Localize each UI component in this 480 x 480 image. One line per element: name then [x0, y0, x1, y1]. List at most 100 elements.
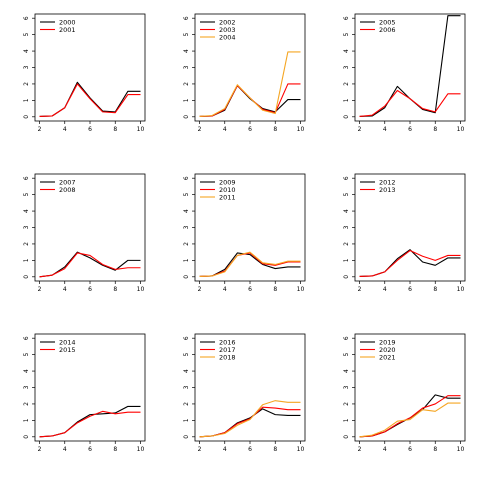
x-tick-label: 2: [198, 446, 202, 453]
series-line-2017: [199, 406, 301, 438]
y-tick-label: 0: [23, 275, 30, 279]
y-tick-label: 0: [343, 435, 350, 439]
legend-label: 2013: [379, 186, 396, 194]
x-tick-label: 4: [383, 286, 387, 293]
y-tick-label: 1: [23, 258, 30, 262]
y-tick-label: 6: [183, 336, 190, 340]
y-tick-label: 4: [343, 209, 350, 213]
y-tick-label: 2: [183, 242, 190, 246]
y-tick-label: 2: [343, 82, 350, 86]
series-line-2012: [359, 249, 461, 278]
legend-label: 2000: [59, 18, 76, 26]
y-tick-label: 6: [343, 336, 350, 340]
y-tick-label: 4: [23, 209, 30, 213]
x-tick-label: 4: [63, 126, 67, 133]
x-tick-label: 8: [433, 286, 437, 293]
x-tick-label: 10: [457, 126, 465, 133]
y-tick-label: 4: [183, 49, 190, 53]
x-tick-label: 2: [38, 286, 42, 293]
legend-label: 2014: [59, 338, 76, 346]
x-tick-label: 2: [358, 286, 362, 293]
y-tick-label: 3: [343, 65, 350, 69]
x-tick-label: 4: [63, 286, 67, 293]
series-line-2004: [199, 51, 301, 118]
y-tick-label: 4: [23, 369, 30, 373]
y-tick-label: 3: [343, 385, 350, 389]
y-tick-label: 2: [23, 242, 30, 246]
legend-label: 2018: [219, 353, 236, 361]
y-tick-label: 5: [183, 353, 190, 357]
y-tick-label: 6: [343, 16, 350, 20]
x-tick-label: 2: [38, 126, 42, 133]
y-tick-label: 3: [183, 385, 190, 389]
legend-label: 2009: [219, 178, 236, 186]
legend-label: 2002: [219, 18, 236, 26]
x-tick-label: 4: [223, 126, 227, 133]
series-line-2006: [359, 89, 461, 118]
y-tick-label: 5: [343, 353, 350, 357]
series-line-2019: [359, 394, 461, 438]
x-tick-label: 6: [408, 446, 412, 453]
legend-label: 2004: [219, 33, 236, 41]
series-line-2013: [359, 249, 461, 278]
x-tick-label: 2: [358, 446, 362, 453]
y-tick-label: 5: [183, 193, 190, 197]
y-tick-label: 6: [23, 336, 30, 340]
x-tick-label: 2: [358, 126, 362, 133]
series-line-2015: [39, 410, 141, 438]
legend-label: 2017: [219, 346, 236, 354]
legend-label: 2001: [59, 26, 76, 34]
y-tick-label: 5: [23, 33, 30, 37]
y-tick-label: 0: [183, 115, 190, 119]
legend-label: 2011: [219, 193, 236, 201]
x-tick-label: 4: [223, 286, 227, 293]
y-tick-label: 5: [343, 193, 350, 197]
y-tick-label: 4: [343, 49, 350, 53]
legend-label: 2020: [379, 346, 396, 354]
x-tick-label: 2: [38, 446, 42, 453]
y-tick-label: 0: [343, 115, 350, 119]
y-tick-label: 4: [183, 209, 190, 213]
y-tick-label: 3: [23, 385, 30, 389]
series-line-2001: [39, 83, 141, 118]
y-tick-label: 2: [183, 82, 190, 86]
x-tick-label: 10: [137, 446, 145, 453]
y-tick-label: 4: [23, 49, 30, 53]
x-tick-label: 8: [113, 286, 117, 293]
y-tick-label: 1: [183, 418, 190, 422]
x-tick-label: 8: [273, 286, 277, 293]
series-line-2009: [199, 252, 301, 278]
x-tick-label: 10: [457, 286, 465, 293]
y-tick-label: 4: [183, 369, 190, 373]
x-tick-label: 10: [297, 126, 305, 133]
x-tick-label: 2: [198, 126, 202, 133]
y-tick-label: 0: [23, 115, 30, 119]
y-tick-label: 3: [343, 225, 350, 229]
y-tick-label: 0: [343, 275, 350, 279]
y-tick-label: 2: [23, 82, 30, 86]
y-tick-label: 5: [343, 33, 350, 37]
legend-label: 2021: [379, 353, 396, 361]
series-line-2008: [39, 252, 141, 278]
series-line-2018: [199, 400, 301, 438]
series-line-2011: [199, 251, 301, 278]
y-tick-label: 6: [23, 16, 30, 20]
x-tick-label: 8: [433, 126, 437, 133]
x-tick-label: 4: [383, 126, 387, 133]
y-tick-label: 5: [23, 193, 30, 197]
x-tick-label: 10: [137, 126, 145, 133]
x-tick-label: 4: [63, 446, 67, 453]
y-tick-label: 6: [183, 16, 190, 20]
x-tick-label: 8: [273, 126, 277, 133]
series-line-2016: [199, 408, 301, 438]
y-tick-label: 1: [343, 258, 350, 262]
series-line-2005: [359, 15, 461, 118]
x-tick-label: 6: [248, 446, 252, 453]
y-tick-label: 1: [23, 98, 30, 102]
